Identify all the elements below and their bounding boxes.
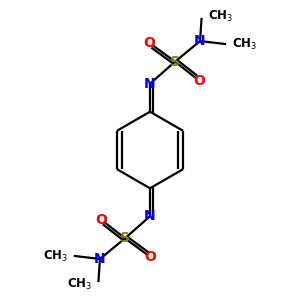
Text: N: N <box>194 34 206 48</box>
Text: O: O <box>145 250 157 265</box>
Text: CH$_3$: CH$_3$ <box>232 36 257 52</box>
Text: N: N <box>94 252 106 266</box>
Text: CH$_3$: CH$_3$ <box>67 276 92 292</box>
Text: S: S <box>170 55 180 69</box>
Text: O: O <box>143 36 155 50</box>
Text: S: S <box>120 231 130 245</box>
Text: CH$_3$: CH$_3$ <box>208 8 233 24</box>
Text: CH$_3$: CH$_3$ <box>43 248 68 263</box>
Text: N: N <box>144 77 156 91</box>
Text: N: N <box>144 209 156 223</box>
Text: O: O <box>193 74 205 88</box>
Text: O: O <box>95 213 107 227</box>
